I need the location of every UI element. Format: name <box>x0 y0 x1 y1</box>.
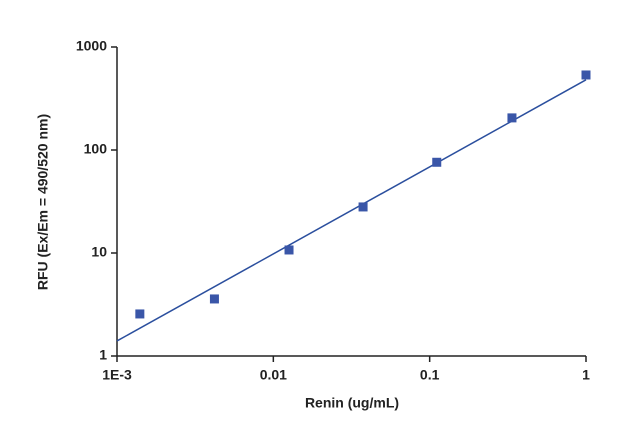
y-tick-label: 10 <box>91 244 107 260</box>
point <box>358 202 368 212</box>
x-tick-label: 0.1 <box>420 367 440 383</box>
point <box>432 157 442 167</box>
x-tick-label: 0.01 <box>260 367 287 383</box>
y-tick-label: 1 <box>99 347 107 363</box>
fit-line <box>116 79 587 342</box>
x-axis-label: Renin (ug/mL) <box>305 395 399 411</box>
point <box>209 294 219 304</box>
point <box>135 309 145 319</box>
y-axis-label: RFU (Ex/Em = 490/520 nm) <box>35 114 51 290</box>
x-tick-label: 1 <box>582 367 590 383</box>
x-tick-label: 1E-3 <box>102 367 132 383</box>
point <box>507 113 517 123</box>
point <box>581 70 591 80</box>
point <box>284 245 294 255</box>
y-tick-label: 100 <box>84 141 108 157</box>
y-tick-label: 1000 <box>76 38 107 54</box>
